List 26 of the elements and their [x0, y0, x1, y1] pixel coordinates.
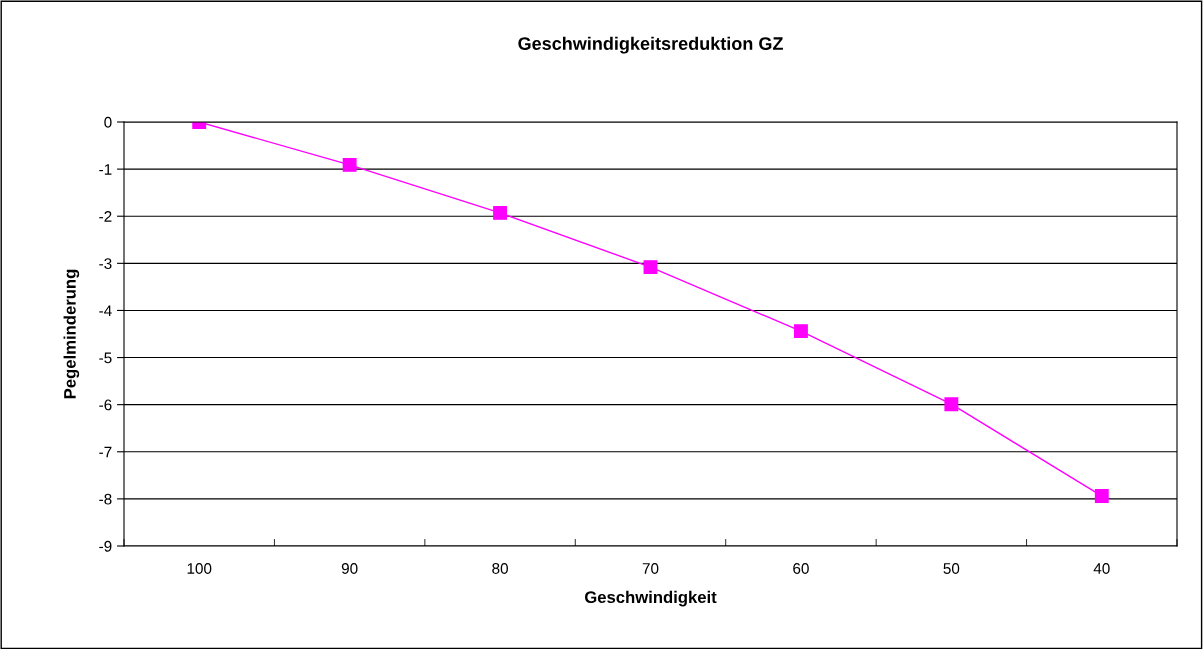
y-tick-label: -6 [99, 399, 112, 411]
point [1094, 489, 1109, 504]
y-tick-label: -2 [99, 211, 112, 222]
y-tick-label: -5 [99, 352, 112, 364]
x-tick-label: 60 [793, 563, 809, 574]
y-tick-label: -1 [99, 164, 112, 175]
x-tick-label: 70 [642, 563, 659, 574]
x-tick-label: 40 [1093, 563, 1110, 574]
point [493, 205, 508, 220]
y-tick-label: -3 [99, 258, 112, 270]
point [944, 397, 959, 412]
x-tick-label: 100 [187, 563, 212, 574]
y-axis-title: Pegelminderung [63, 269, 80, 399]
x-tick-label: 90 [341, 563, 358, 574]
x-tick-label: 50 [943, 563, 960, 574]
x-axis-title: Geschwindigkeit [584, 590, 717, 607]
y-tick-label: 0 [104, 116, 112, 128]
chart-title: Geschwindigkeitsreduktion GZ [518, 36, 783, 54]
y-tick-label: -4 [99, 305, 112, 316]
y-tick-label: -7 [99, 446, 112, 458]
point [643, 260, 658, 275]
x-tick-label: 80 [492, 563, 508, 574]
point [793, 324, 808, 339]
y-tick-label: -8 [99, 493, 112, 505]
y-tick-label: -9 [99, 540, 112, 552]
point [342, 157, 357, 172]
